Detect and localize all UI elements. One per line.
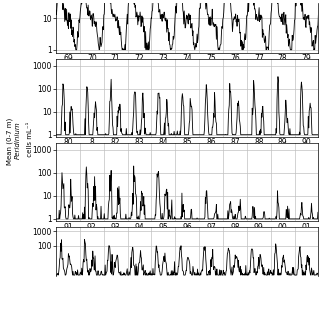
Text: cells mL⁻¹: cells mL⁻¹ xyxy=(27,121,33,158)
Text: Peridinium: Peridinium xyxy=(15,121,20,159)
Text: Mean (0-7 m): Mean (0-7 m) xyxy=(6,115,13,164)
